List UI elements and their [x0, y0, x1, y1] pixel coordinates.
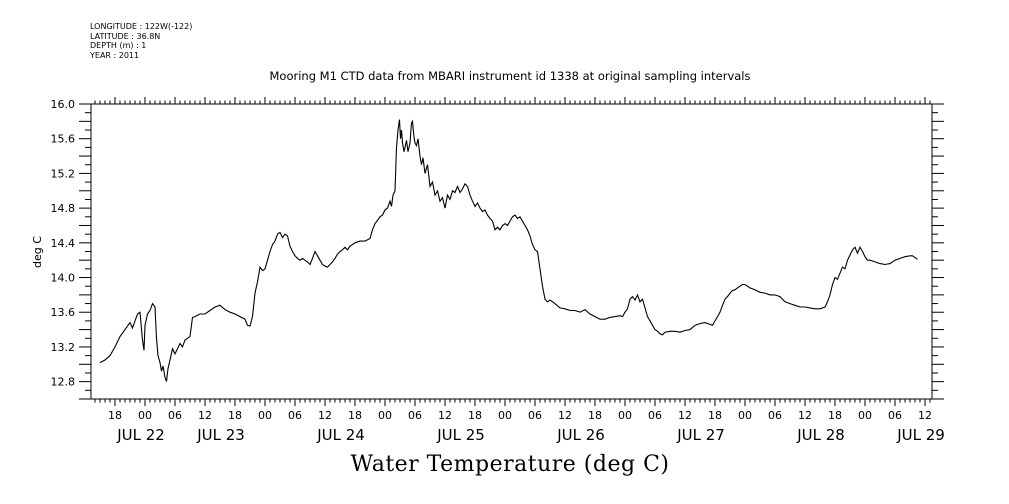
x-hour-label: 06 — [528, 409, 542, 422]
x-hour-label: 00 — [258, 409, 272, 422]
chart-bottom-title: Water Temperature (deg C) — [350, 452, 670, 477]
x-hour-label: 00 — [618, 409, 632, 422]
latitude-label: LATITUDE : 36.8N — [90, 31, 161, 41]
year-label: YEAR : 2011 — [90, 50, 140, 60]
x-hour-label: 18 — [228, 409, 242, 422]
x-date-label: JUL 27 — [676, 426, 725, 444]
chart-title: Mooring M1 CTD data from MBARI instrumen… — [269, 69, 751, 83]
plot-frame — [90, 103, 933, 400]
x-date-label: JUL 24 — [316, 426, 365, 444]
x-hour-label: 00 — [858, 409, 872, 422]
x-hour-label: 18 — [588, 409, 602, 422]
x-hour-label: 12 — [918, 409, 932, 422]
x-hour-label: 06 — [648, 409, 662, 422]
x-hour-label: 18 — [348, 409, 362, 422]
x-hour-label: 00 — [378, 409, 392, 422]
x-date-label: JUL 25 — [436, 426, 485, 444]
x-hour-label: 12 — [558, 409, 572, 422]
x-hour-label: 12 — [438, 409, 452, 422]
x-hour-label: 18 — [708, 409, 722, 422]
x-hour-label: 18 — [468, 409, 482, 422]
x-hour-label: 18 — [108, 409, 122, 422]
y-axis-label: deg C — [31, 236, 44, 268]
y-tick-label: 15.6 — [51, 133, 76, 146]
x-hour-label: 06 — [888, 409, 902, 422]
y-tick-label: 16.0 — [51, 98, 76, 111]
x-hour-label: 06 — [408, 409, 422, 422]
y-tick-label: 14.8 — [51, 202, 76, 215]
y-tick-label: 13.2 — [51, 341, 76, 354]
longitude-label: LONGITUDE : 122W(-122) — [90, 22, 193, 31]
x-date-label: JUL 29 — [896, 426, 945, 444]
y-tick-label: 14.0 — [51, 272, 76, 285]
y-tick-label: 13.6 — [51, 306, 76, 319]
series-line-water-temperature — [99, 119, 918, 382]
x-hour-label: 18 — [828, 409, 842, 422]
x-hour-label: 00 — [738, 409, 752, 422]
x-hour-label: 06 — [768, 409, 782, 422]
y-tick-label: 15.2 — [51, 167, 76, 180]
x-hour-label: 00 — [138, 409, 152, 422]
x-hour-label: 06 — [168, 409, 182, 422]
axis-ticks — [79, 97, 944, 406]
depth-label: DEPTH (m) : 1 — [90, 41, 147, 50]
x-date-label: JUL 23 — [196, 426, 245, 444]
station-metadata: LONGITUDE : 122W(-122) LATITUDE : 36.8N … — [90, 22, 192, 60]
x-hour-label: 00 — [498, 409, 512, 422]
x-hour-label: 06 — [288, 409, 302, 422]
x-hour-label: 12 — [798, 409, 812, 422]
x-date-label: JUL 26 — [556, 426, 605, 444]
y-tick-label: 14.4 — [51, 237, 76, 250]
x-date-label: JUL 22 — [116, 426, 165, 444]
x-hour-label: 12 — [318, 409, 332, 422]
y-tick-label: 12.8 — [51, 376, 76, 389]
x-date-label: JUL 28 — [796, 426, 845, 444]
x-hour-label: 12 — [678, 409, 692, 422]
x-hour-label: 12 — [198, 409, 212, 422]
axis-labels: 18 00 06 12 18 00 06 12 18 00 06 12 18 00 06 12 18 00 06 12… — [51, 98, 945, 444]
